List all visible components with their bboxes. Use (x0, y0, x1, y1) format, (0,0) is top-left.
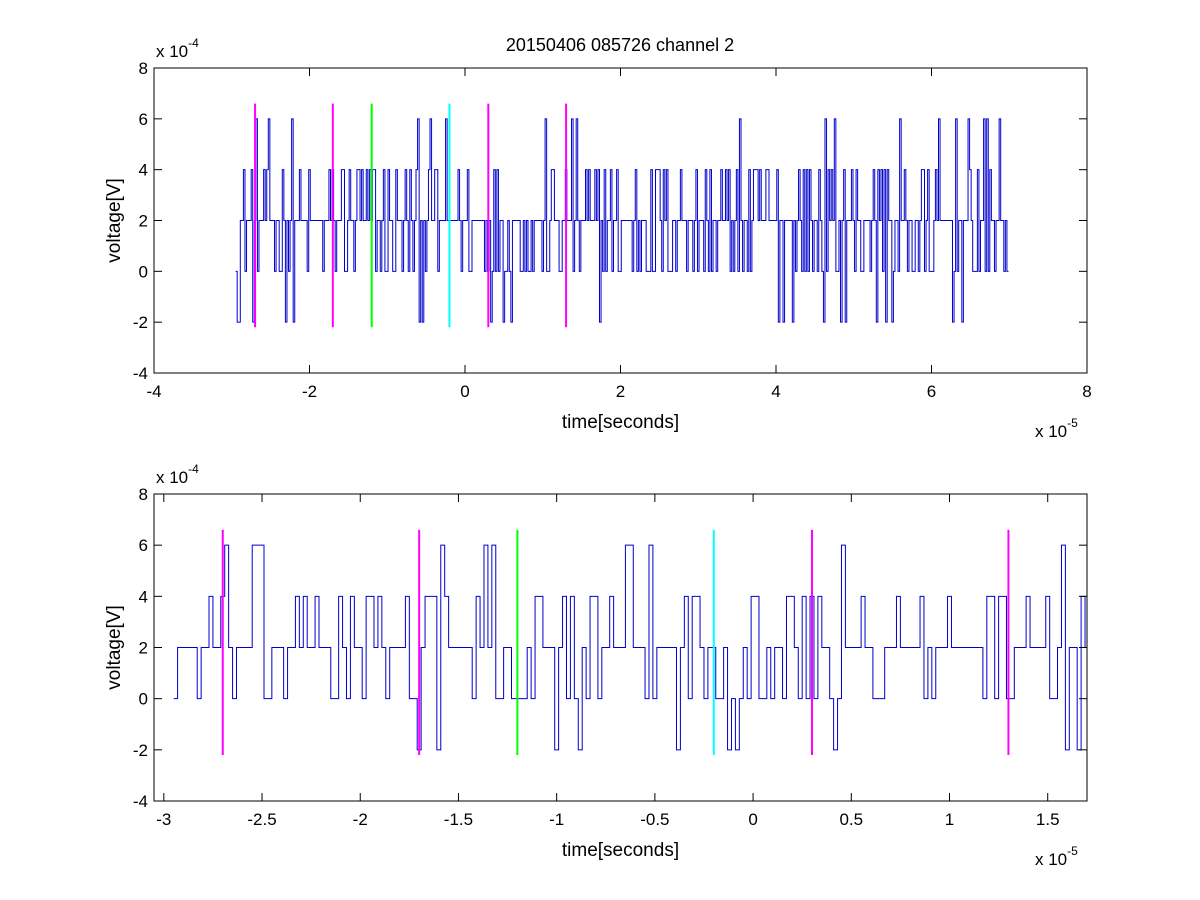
y-tick-label: -2 (133, 313, 148, 332)
y-tick-label: 2 (139, 639, 148, 658)
x-tick-label: -3 (156, 810, 171, 829)
x-tick-label: 0 (460, 382, 469, 401)
x-exponent-label: x 10-5 (1035, 416, 1078, 441)
y-tick-label: 0 (139, 262, 148, 281)
y-exponent-label: x 10-4 (156, 36, 199, 61)
x-axis-label: time[seconds] (562, 840, 679, 861)
x-tick-label: -2.5 (247, 810, 276, 829)
y-tick-label: 4 (139, 161, 148, 180)
x-tick-label: 4 (771, 382, 780, 401)
x-tick-label: -1.5 (444, 810, 473, 829)
chart-title: 20150406 085726 channel 2 (506, 35, 734, 55)
y-tick-label: 8 (139, 59, 148, 78)
y-tick-label: -2 (133, 741, 148, 760)
x-tick-label: -2 (353, 810, 368, 829)
y-tick-label: -4 (133, 792, 148, 811)
x-tick-label: -2 (302, 382, 317, 401)
top-plot: -4 -2 0 2 4 6 8 -4 -2 0 2 4 6 8 time[seconds] voltage[V… (104, 36, 1092, 441)
y-tick-label: 6 (139, 110, 148, 129)
y-tick-label: -4 (133, 364, 148, 383)
y-tick-label: 0 (139, 690, 148, 709)
x-axis-label: time[seconds] (562, 412, 679, 433)
x-exponent-label: x 10-5 (1035, 844, 1078, 869)
x-tick-label: 8 (1082, 382, 1091, 401)
x-tick-label: 2 (616, 382, 625, 401)
x-tick-label: -1 (549, 810, 564, 829)
bottom-plot: -3 -2.5 -2 -1.5 -1 -0.5 0 0.5 1 1.5 -4 -2 0 2 4 6 8 time[… (104, 462, 1088, 869)
y-tick-label: 2 (139, 212, 148, 231)
signal-series (173, 544, 1086, 751)
y-tick-label: 4 (139, 587, 148, 606)
x-tick-label: 0 (748, 810, 757, 829)
y-exponent-label: x 10-4 (156, 462, 199, 487)
x-tick-label: 1.5 (1036, 810, 1060, 829)
y-tick-label: 6 (139, 536, 148, 555)
x-tick-label: 1 (945, 810, 954, 829)
y-tick-label: 8 (139, 485, 148, 504)
x-tick-label: -4 (146, 382, 161, 401)
y-axis-label: voltage[V] (104, 605, 125, 690)
y-axis-label: voltage[V] (104, 178, 125, 263)
x-tick-label: 6 (927, 382, 936, 401)
signal-series (235, 118, 1009, 323)
x-tick-label: 0.5 (839, 810, 863, 829)
x-tick-label: -0.5 (640, 810, 669, 829)
